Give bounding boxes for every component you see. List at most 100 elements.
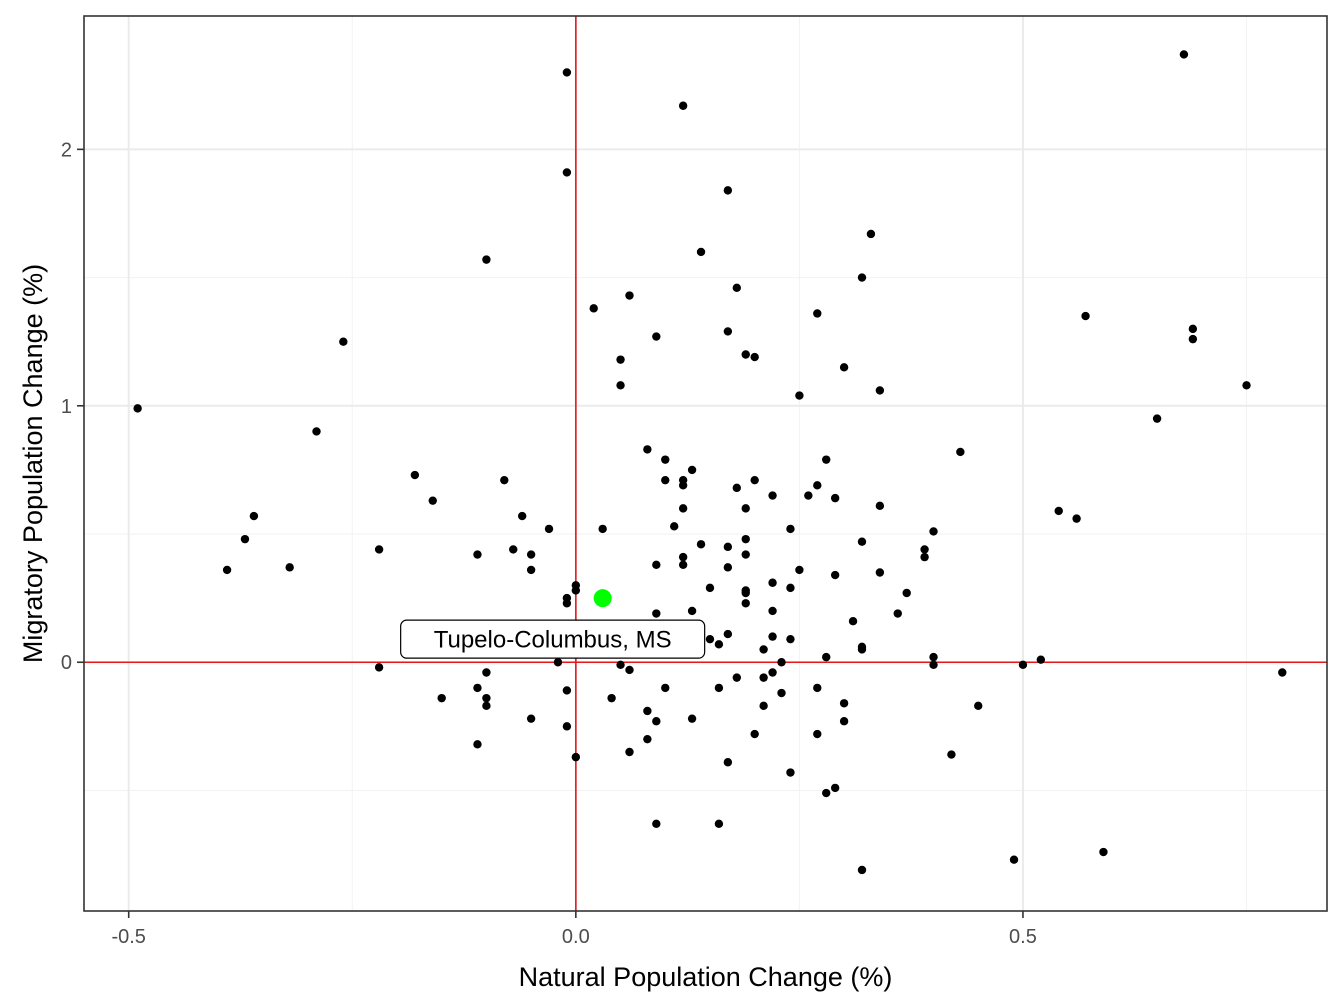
highlight-point xyxy=(593,589,612,608)
data-point xyxy=(678,552,688,562)
data-point xyxy=(714,683,724,693)
data-point xyxy=(1036,655,1046,664)
data-point xyxy=(1278,668,1287,677)
data-point xyxy=(625,665,634,675)
data-point xyxy=(526,714,536,723)
x-tick-label: 0.0 xyxy=(562,926,590,948)
x-axis-ticks: -0.5 0.0 0.5 xyxy=(111,911,1037,948)
data-point xyxy=(571,586,581,595)
data-point xyxy=(652,332,661,341)
data-point xyxy=(643,706,652,716)
data-point xyxy=(732,673,741,682)
data-point xyxy=(428,496,437,505)
data-point xyxy=(929,527,938,536)
data-point xyxy=(661,475,670,485)
data-point xyxy=(670,522,679,531)
data-point xyxy=(1242,381,1251,390)
data-point xyxy=(285,563,294,572)
data-point xyxy=(678,504,688,513)
data-point xyxy=(705,634,715,644)
data-point xyxy=(625,747,634,757)
data-point xyxy=(1188,324,1198,334)
y-tick-label: 2 xyxy=(61,139,72,161)
data-point xyxy=(1009,855,1019,864)
data-point xyxy=(804,491,813,500)
data-point xyxy=(616,355,625,364)
data-point xyxy=(741,550,750,559)
data-point xyxy=(1188,334,1198,344)
data-point xyxy=(956,447,965,457)
data-point xyxy=(786,524,795,534)
y-tick-label: 1 xyxy=(61,396,72,418)
data-point xyxy=(625,291,634,300)
data-point xyxy=(571,752,581,762)
data-point xyxy=(661,455,670,464)
reference-lines xyxy=(84,16,1327,911)
data-point xyxy=(750,475,759,485)
data-point xyxy=(652,717,661,726)
data-point xyxy=(723,327,733,336)
data-point xyxy=(768,632,777,641)
data-point xyxy=(652,819,661,829)
data-point xyxy=(517,511,527,521)
data-point xyxy=(1072,514,1081,523)
data-point xyxy=(813,729,822,739)
data-point xyxy=(473,683,482,693)
data-point xyxy=(857,865,867,875)
y-axis-ticks: 0 1 2 xyxy=(61,139,84,674)
data-point xyxy=(643,734,652,744)
data-point xyxy=(822,652,831,662)
data-point xyxy=(920,552,929,562)
data-point xyxy=(410,470,420,480)
x-tick-label: -0.5 xyxy=(111,926,145,948)
data-point xyxy=(696,540,706,549)
data-point xyxy=(222,565,232,575)
data-point xyxy=(947,750,956,759)
data-point xyxy=(652,609,661,618)
data-point xyxy=(562,686,572,695)
data-point xyxy=(786,583,795,593)
data-point xyxy=(607,693,616,703)
data-point xyxy=(312,427,321,436)
data-point xyxy=(857,537,867,546)
data-point xyxy=(249,511,259,521)
data-point xyxy=(857,273,867,282)
data-point xyxy=(1054,506,1063,516)
data-point xyxy=(374,545,384,554)
plot-panel-border xyxy=(83,15,1328,912)
data-point xyxy=(661,683,670,693)
data-point xyxy=(830,493,840,503)
data-point xyxy=(813,309,822,318)
data-point xyxy=(616,381,625,390)
data-point xyxy=(813,481,822,490)
data-point xyxy=(1152,414,1162,423)
data-point xyxy=(696,247,706,257)
data-point xyxy=(500,475,509,485)
data-point xyxy=(705,583,715,593)
x-tick-label: 0.5 xyxy=(1009,926,1037,948)
annotation-label: Tupelo-Columbus, MS xyxy=(434,627,672,654)
data-point xyxy=(723,563,733,572)
data-point xyxy=(777,658,786,667)
data-point xyxy=(741,599,750,608)
data-point xyxy=(839,699,849,708)
data-point xyxy=(795,391,804,400)
data-point xyxy=(741,534,750,544)
data-point xyxy=(929,652,938,662)
data-point xyxy=(678,481,688,490)
data-point xyxy=(1099,847,1108,857)
data-point xyxy=(741,588,750,598)
data-point xyxy=(509,545,518,554)
data-point xyxy=(750,729,759,739)
data-point xyxy=(741,504,750,513)
data-point xyxy=(777,688,786,698)
data-point xyxy=(902,588,911,598)
data-point xyxy=(1081,311,1090,321)
data-point xyxy=(598,524,607,534)
data-point xyxy=(822,788,831,798)
data-point xyxy=(759,645,768,654)
data-point xyxy=(974,701,983,711)
data-point xyxy=(133,404,142,413)
data-point xyxy=(562,599,572,608)
